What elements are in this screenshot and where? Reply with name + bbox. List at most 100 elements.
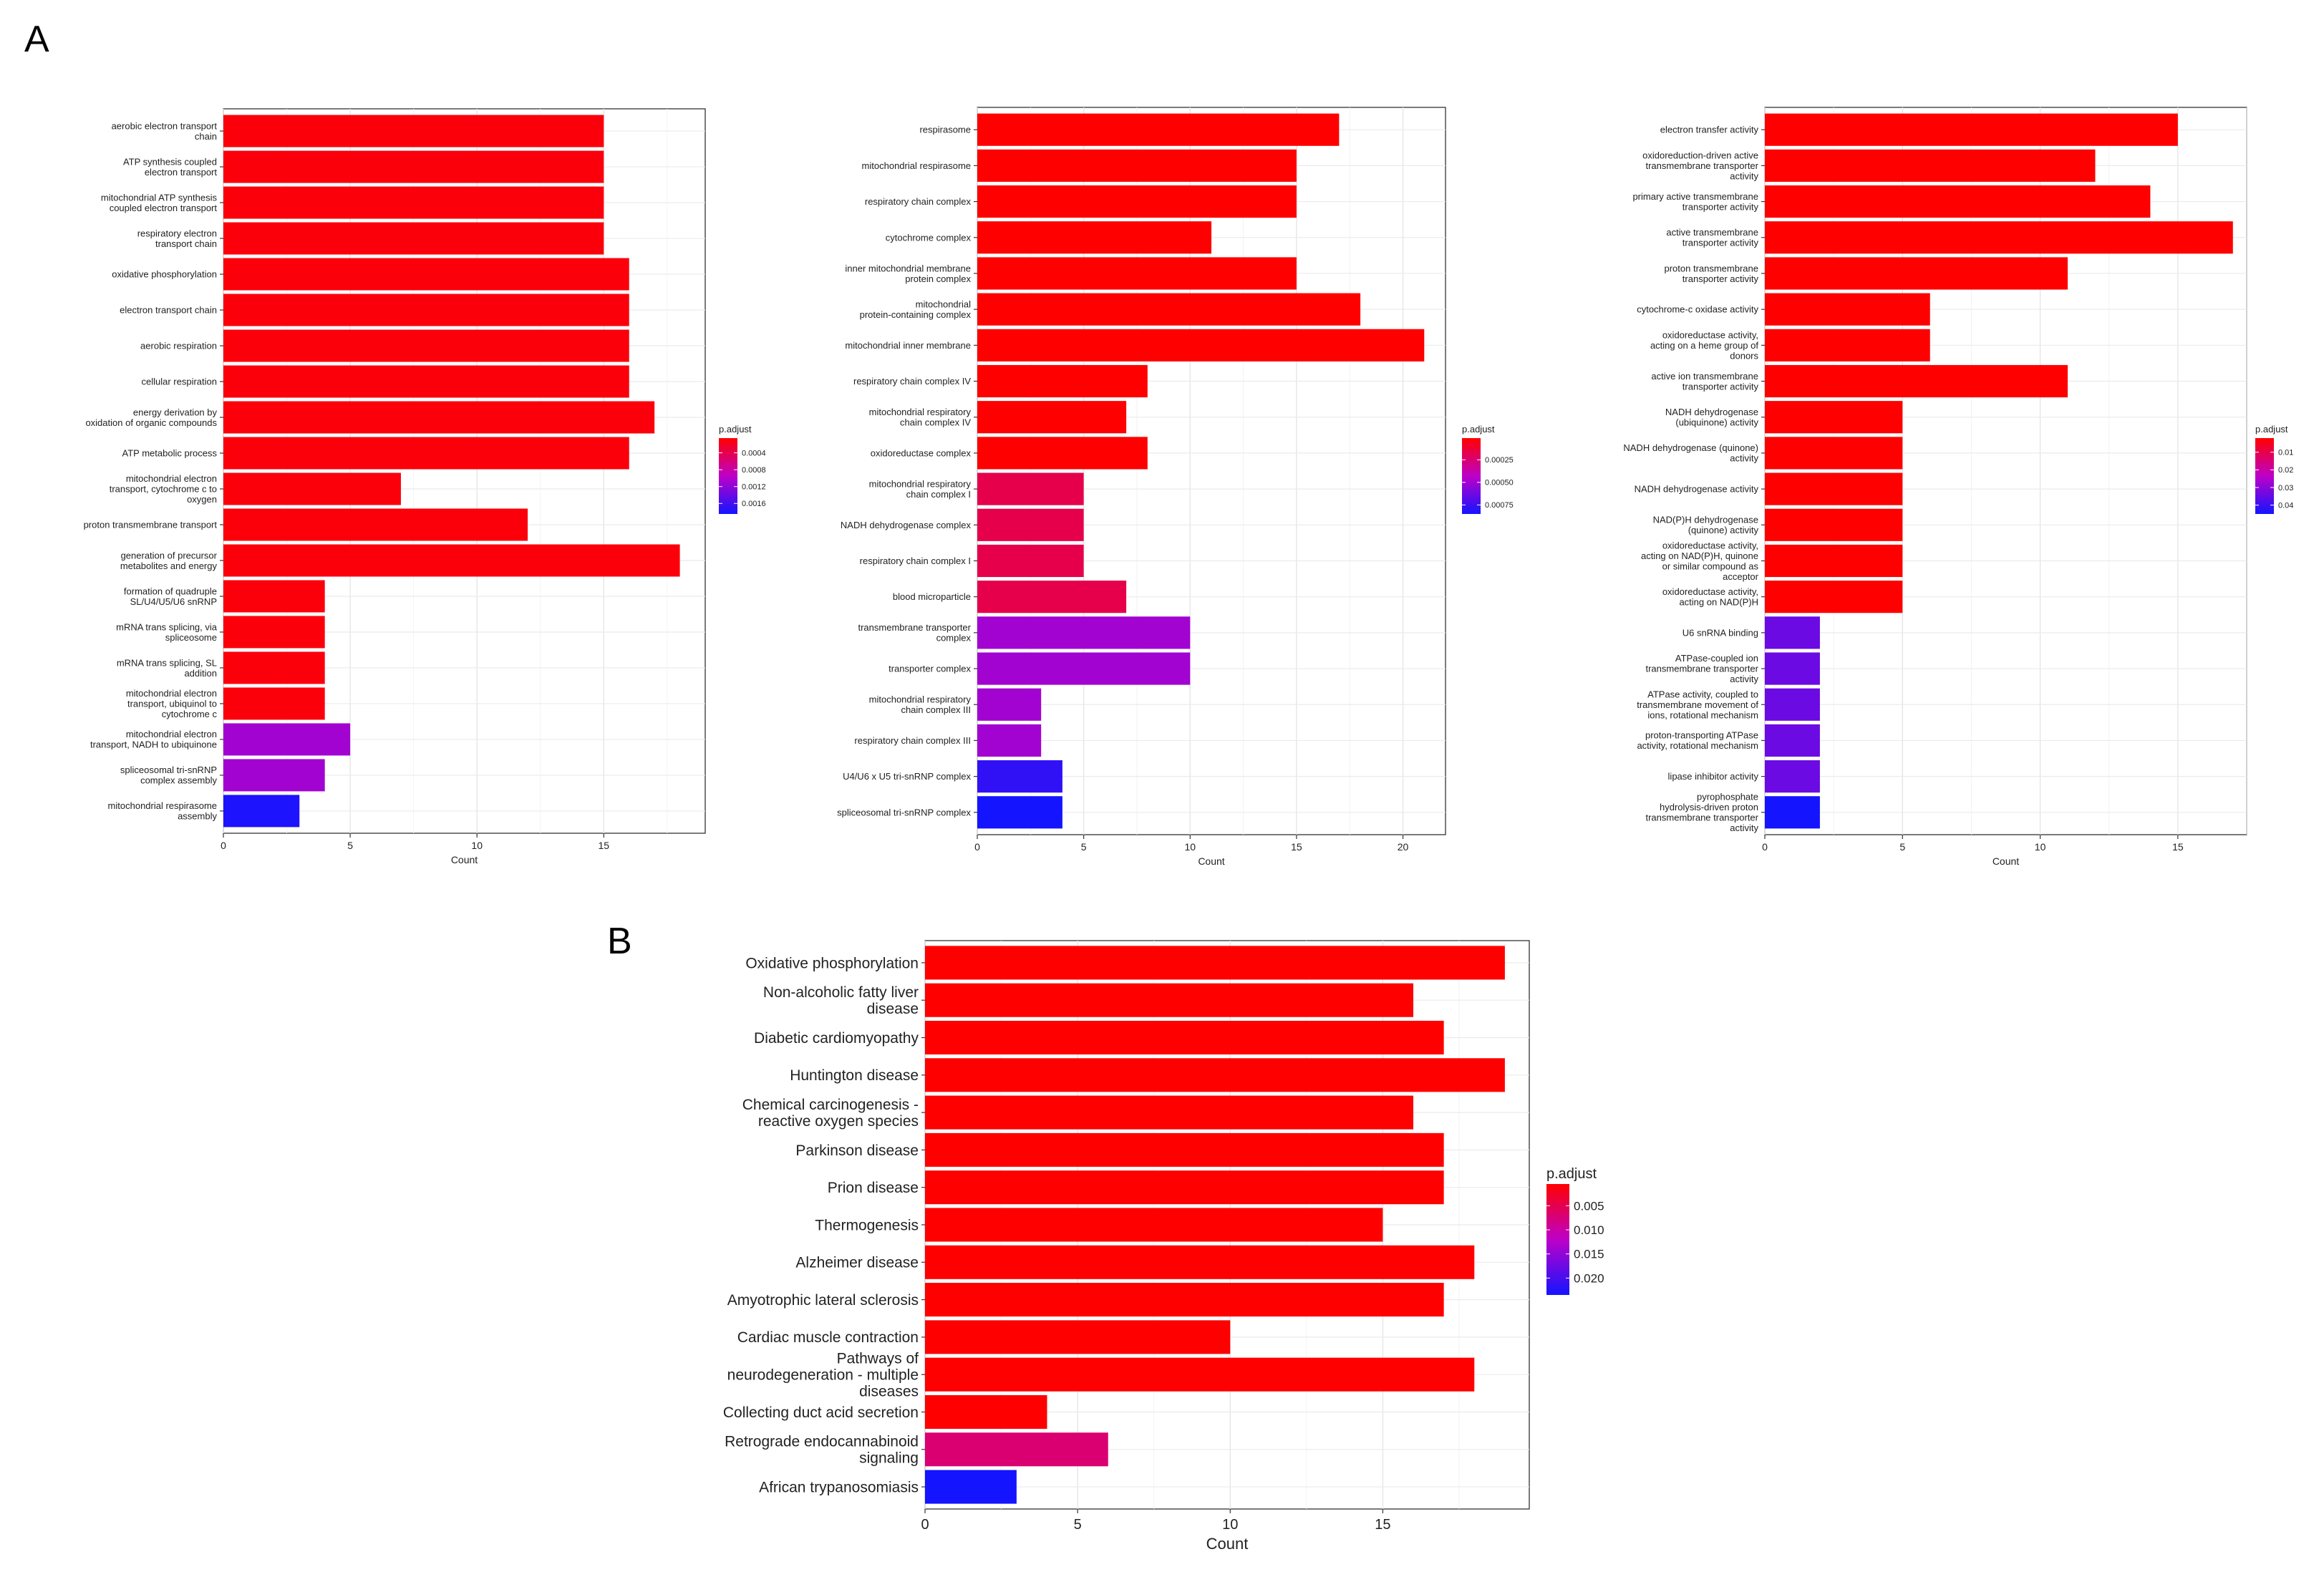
category-label-line: acting on NAD(P)H (1679, 596, 1758, 607)
category-label: Retrograde endocannabinoid signaling (725, 1434, 919, 1467)
category-label-line: (ubiquinone) activity (1675, 417, 1758, 428)
bar (223, 544, 680, 577)
bar (977, 544, 1084, 578)
category-label: respirasome (919, 125, 971, 135)
category-label-line: acceptor (1723, 571, 1759, 582)
category-label: African trypanosomiasis (759, 1479, 919, 1495)
category-label-line: respiratory electron (137, 228, 217, 238)
category-label: Alzheimer disease (795, 1255, 919, 1271)
category-label-line: protein-containing complex (860, 309, 972, 320)
category-label: mitochondrial inner membrane (845, 340, 971, 351)
category-label: aerobic electron transport chain (112, 120, 218, 142)
category-label-line: mRNA trans splicing, SL (117, 657, 217, 668)
bar (1765, 796, 1820, 829)
category-label-line: ATPase activity, coupled to (1647, 689, 1758, 699)
category-label-line: Pathways of (837, 1351, 919, 1367)
category-label-line: acting on a heme group of (1650, 340, 1758, 351)
category-label-line: mitochondrial inner membrane (845, 340, 971, 351)
category-label: electron transport chain (120, 305, 217, 316)
category-label: oxidoreductase activity, acting on NAD(P)… (1662, 586, 1758, 608)
bar (925, 1058, 1505, 1092)
category-label: transporter complex (889, 664, 971, 674)
x-tick-label: 0 (974, 841, 980, 853)
category-label: proton transmembrane transport (84, 520, 218, 530)
category-label: active transmembrane transporter activity (1666, 227, 1758, 248)
category-label-line: spliceosomal tri-snRNP complex (837, 807, 971, 817)
x-tick-label: 15 (1291, 841, 1302, 853)
bar (223, 258, 629, 291)
legend-tick-label: 0.0012 (742, 483, 766, 492)
bar (977, 293, 1361, 326)
category-label-line: transporter activity (1683, 381, 1759, 392)
bar (925, 1208, 1383, 1242)
category-label-line: aerobic respiration (140, 341, 217, 351)
category-label-line: mitochondrial respiratory (869, 407, 972, 417)
chart-molecular-function: electron transfer activity oxidoreduction… (1623, 107, 2293, 867)
legend-title: p.adjust (719, 424, 752, 435)
bar (925, 983, 1414, 1017)
x-tick-label: 15 (1375, 1517, 1390, 1533)
category-label-line: Thermogenesis (815, 1217, 919, 1233)
bar (977, 724, 1042, 757)
category-label-line: lipase inhibitor activity (1668, 771, 1759, 782)
category-label-line: or similar compound as (1662, 561, 1759, 571)
bar (1765, 364, 2068, 398)
category-label: respiratory chain complex (865, 196, 972, 207)
category-label: mitochondrial electron transport, cytochr… (110, 473, 217, 505)
category-label-line: ATPase-coupled ion (1675, 653, 1758, 664)
x-tick-label: 15 (2172, 841, 2184, 853)
legend-title: p.adjust (1462, 424, 1495, 435)
legend-colorbar (719, 438, 737, 514)
bar (223, 723, 351, 756)
category-label-line: oxidation of organic compounds (85, 417, 217, 428)
category-label-line: reactive oxygen species (758, 1113, 919, 1130)
category-label-line: mitochondrial ATP synthesis (101, 192, 218, 203)
category-label-line: transport chain (155, 238, 217, 249)
bar (223, 616, 325, 649)
bar (925, 1095, 1414, 1130)
category-label-line: cytochrome c (162, 709, 218, 719)
bar (925, 1170, 1444, 1205)
category-label-line: mitochondrial respiratory (869, 478, 972, 489)
category-label-line: spliceosomal tri-snRNP (120, 765, 217, 775)
category-label: oxidoreductase activity, acting on NAD(P)… (1641, 540, 1759, 582)
legend-title: p.adjust (2255, 424, 2288, 435)
category-label-line: generation of precursor (121, 550, 218, 561)
chart-cellular-component: respirasome mitochondrial respirasome resp… (837, 107, 1514, 867)
category-label: respiratory chain complex I (860, 555, 971, 566)
bar (223, 651, 325, 684)
category-label: ATP synthesis coupled electron transport (123, 156, 217, 178)
category-label: cytochrome-c oxidase activity (1637, 304, 1758, 315)
category-label-line: transport, NADH to ubiquinone (90, 739, 217, 750)
category-label-line: NAD(P)H dehydrogenase (1653, 515, 1758, 525)
category-label: U4/U6 x U5 tri-snRNP complex (843, 771, 971, 782)
bar (1765, 185, 2151, 218)
bar (223, 472, 401, 505)
legend-colorbar (1546, 1184, 1569, 1295)
category-label: mRNA trans splicing, SL addition (117, 657, 217, 679)
x-tick-label: 5 (1899, 841, 1905, 853)
bar (1765, 329, 1930, 362)
x-tick-label: 10 (471, 840, 483, 851)
category-label: cytochrome complex (886, 232, 972, 243)
category-label-line: cellular respiration (142, 377, 218, 387)
category-label-line: metabolites and energy (120, 561, 218, 571)
bar (977, 113, 1340, 146)
bar (925, 1320, 1231, 1354)
category-label-line: donors (1730, 350, 1758, 361)
category-label-line: Parkinson disease (795, 1142, 919, 1159)
bar (223, 759, 325, 792)
category-label: active ion transmembrane transporter acti… (1651, 371, 1758, 392)
legend-tick-label: 0.01 (2278, 449, 2293, 457)
category-label: transmembrane transporter complex (858, 622, 971, 644)
x-tick-label: 5 (1081, 841, 1087, 853)
bar (925, 1470, 1017, 1504)
category-label: mitochondrial electron transport, ubiquin… (126, 688, 218, 719)
category-label-line: oxidoreduction-driven active (1642, 150, 1758, 160)
category-label-line: (quinone) activity (1688, 525, 1759, 535)
category-label: Huntington disease (790, 1067, 919, 1084)
category-label: ATP metabolic process (122, 448, 218, 459)
category-label: oxidoreduction-driven active transmembran… (1642, 150, 1759, 181)
category-label-line: assembly (178, 811, 217, 822)
x-tick-label: 0 (921, 1517, 929, 1533)
